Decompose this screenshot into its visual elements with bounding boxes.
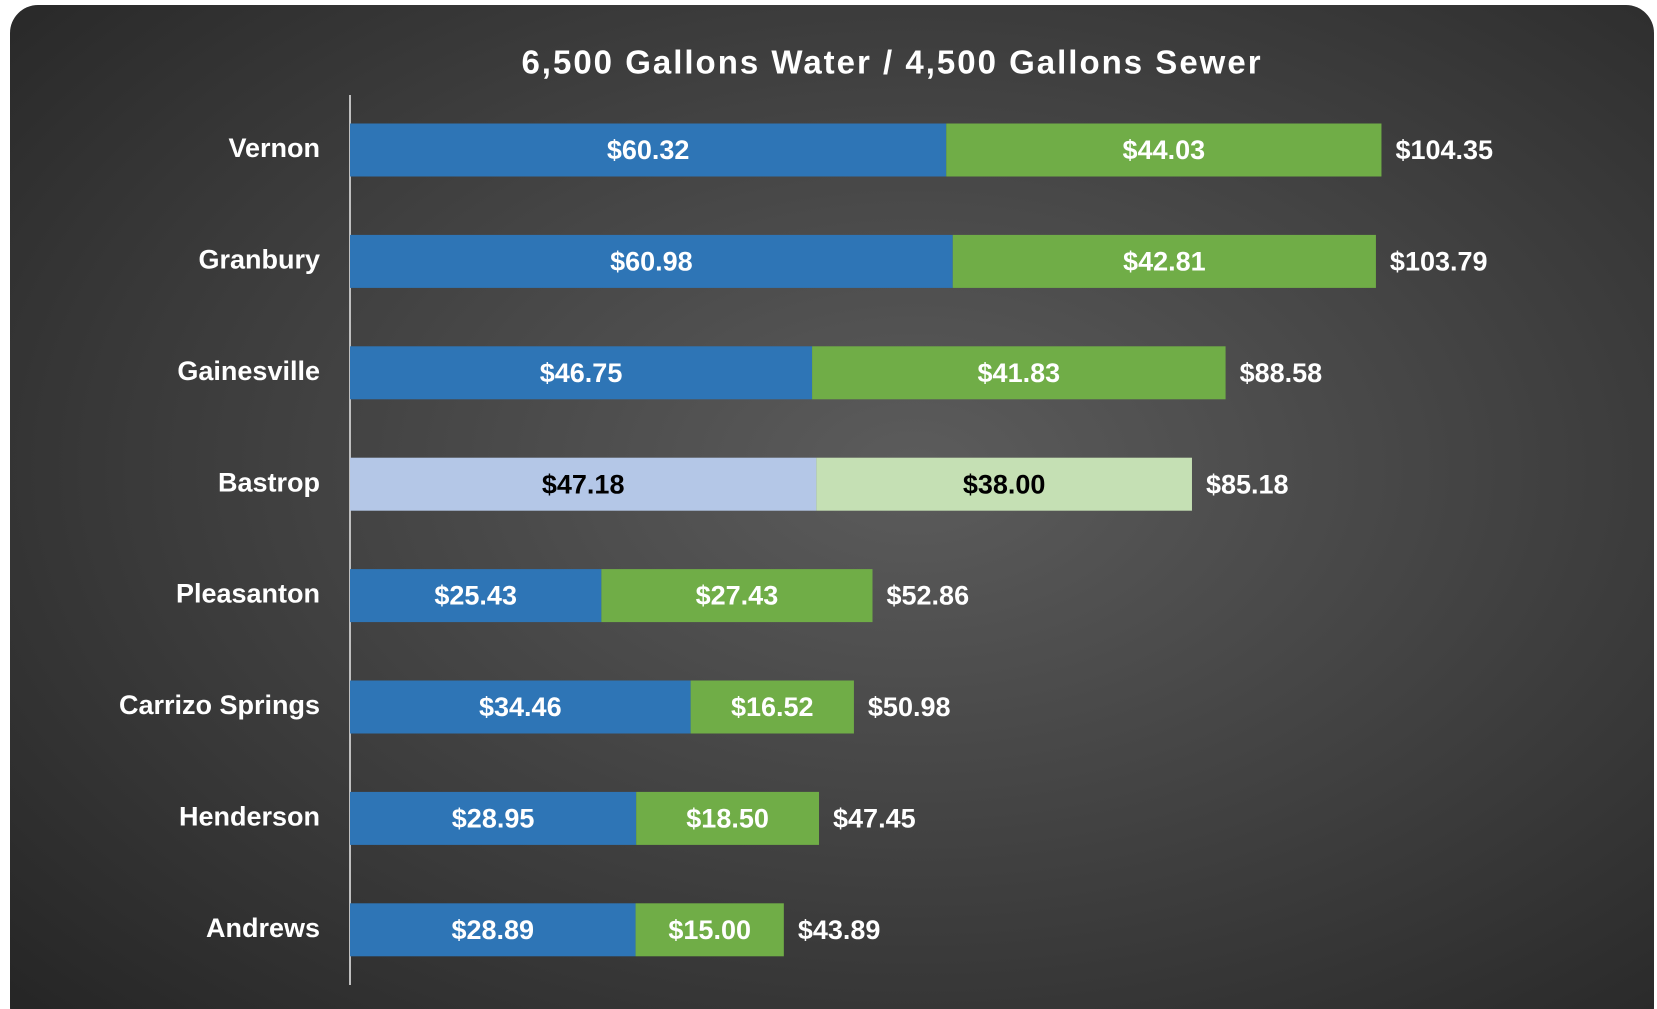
category-label: Henderson <box>179 802 320 832</box>
bar-segment <box>635 903 784 957</box>
category-label: Vernon <box>228 133 320 163</box>
bar-segment <box>350 903 636 957</box>
value-label: $27.43 <box>696 581 779 611</box>
value-label: $44.03 <box>1123 135 1206 165</box>
total-label: $52.86 <box>887 581 970 611</box>
chart-title: 6,500 Gallons Water / 4,500 Gallons Sewe… <box>521 44 1262 81</box>
total-label: $104.35 <box>1395 135 1493 165</box>
bar-segment <box>350 123 947 177</box>
total-label: $47.45 <box>833 804 916 834</box>
total-label: $88.58 <box>1240 358 1323 388</box>
category-label: Bastrop <box>218 467 320 497</box>
total-label: $85.18 <box>1206 469 1289 499</box>
total-label: $50.98 <box>868 692 951 722</box>
value-label: $16.52 <box>731 692 814 722</box>
value-label: $42.81 <box>1123 247 1206 277</box>
total-label: $103.79 <box>1390 247 1488 277</box>
bar-segment <box>946 123 1382 177</box>
value-label: $38.00 <box>963 469 1046 499</box>
category-label: Carrizo Springs <box>119 690 320 720</box>
category-label: Pleasanton <box>176 579 320 609</box>
bar-segment <box>812 346 1226 400</box>
value-label: $28.95 <box>452 804 535 834</box>
bar-segment <box>350 680 691 734</box>
value-label: $25.43 <box>434 581 517 611</box>
value-label: $47.18 <box>542 469 625 499</box>
value-label: $46.75 <box>540 358 623 388</box>
bar-segment <box>952 234 1376 288</box>
category-label: Gainesville <box>177 356 320 386</box>
bar-segment <box>690 680 854 734</box>
value-label: $18.50 <box>686 804 769 834</box>
value-label: $34.46 <box>479 692 562 722</box>
bar-segment <box>350 346 813 400</box>
value-label: $28.89 <box>451 915 534 945</box>
bar-segment <box>350 569 602 623</box>
category-label: Granbury <box>198 245 320 275</box>
bar-segment <box>601 569 873 623</box>
total-label: $43.89 <box>798 915 881 945</box>
value-label: $41.83 <box>978 358 1061 388</box>
bar-segment <box>816 457 1192 511</box>
value-label: $15.00 <box>668 915 751 945</box>
value-label: $60.32 <box>607 135 690 165</box>
bar-segment <box>350 234 953 288</box>
bar-segment <box>636 791 820 845</box>
value-label: $60.98 <box>610 247 693 277</box>
bar-segment <box>350 791 637 845</box>
category-label: Andrews <box>206 913 320 943</box>
bar-segment <box>350 457 817 511</box>
